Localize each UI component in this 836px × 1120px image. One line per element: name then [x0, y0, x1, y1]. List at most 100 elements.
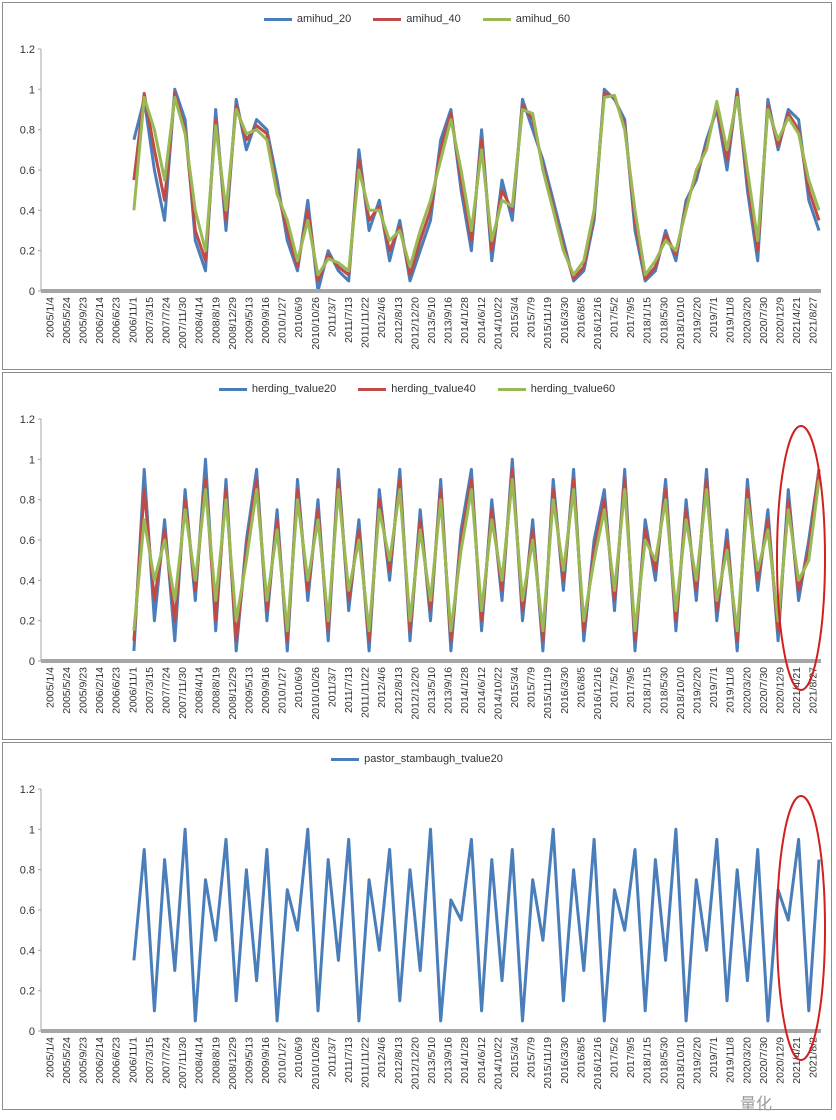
- y-tick-label: 0.8: [20, 495, 35, 507]
- x-tick-label: 2007/3/15: [144, 297, 156, 344]
- x-tick-label: 2005/5/24: [61, 297, 73, 344]
- x-tick-label: 2012/4/6: [376, 667, 388, 708]
- legend-item: herding_tvalue20: [218, 383, 336, 395]
- x-tick-label: 2015/7/9: [526, 667, 538, 708]
- legend-swatch: [497, 387, 526, 391]
- x-tick-label: 2010/1/27: [277, 667, 289, 714]
- plot-area: 0 0.2 0.4 0.6 0.8 1 1.2 2005/1/4 2005/5/24 2005/9…: [20, 784, 826, 1090]
- series-line-herding_tvalue60: [132, 478, 821, 633]
- x-tick-label: 2013/5/10: [426, 297, 438, 344]
- chart-panel-2: herding_tvalue20 herding_tvalue40 herding_…: [2, 372, 832, 740]
- x-tick-label: 2020/7/30: [758, 297, 770, 344]
- y-tick-label: 0.4: [20, 945, 35, 957]
- x-tick-label: 2011/3/7: [326, 297, 338, 337]
- x-tick-label: 2013/5/10: [426, 667, 438, 714]
- x-tick-label: 2010/10/26: [310, 667, 322, 720]
- x-tick-label: 2014/1/28: [459, 667, 471, 714]
- x-tick-label: 2009/5/13: [243, 667, 255, 714]
- x-tick-label: 2017/5/2: [609, 667, 621, 708]
- x-tick-label: 2019/7/1: [708, 297, 720, 338]
- x-tick-label: 2013/9/16: [443, 297, 455, 344]
- x-tick-label: 2006/2/14: [94, 297, 106, 344]
- x-tick-label: 2014/1/28: [459, 297, 471, 344]
- legend-item: herding_tvalue40: [358, 383, 476, 395]
- x-tick-label: 2005/1/4: [44, 667, 56, 708]
- x-tick-label: 2019/11/8: [725, 1037, 737, 1083]
- x-tick-label: 2007/7/24: [160, 297, 172, 344]
- x-tick-label: 2016/12/16: [592, 667, 604, 720]
- y-tick-label: 0.8: [20, 125, 35, 137]
- x-tick-label: 2006/2/14: [94, 1037, 106, 1084]
- legend-swatch: [482, 17, 511, 21]
- x-tick-label: 2005/9/23: [77, 667, 89, 714]
- x-tick-label: 2015/3/4: [509, 1037, 521, 1078]
- legend-label: amihud_20: [296, 13, 352, 25]
- x-tick-label: 2019/2/20: [692, 667, 704, 714]
- chart-panel-1: amihud_20 amihud_40 amihud_60 0 0.2 0.4 0.6 0.8…: [2, 2, 832, 370]
- x-tick-label: 2007/11/30: [177, 1037, 189, 1089]
- x-tick-label: 2006/11/1: [127, 667, 139, 713]
- x-tick-label: 2008/4/14: [194, 1037, 206, 1084]
- legend-label: herding_tvalue40: [391, 383, 476, 395]
- x-tick-label: 2009/9/16: [260, 1037, 272, 1084]
- y-tick-label: 1.2: [20, 784, 35, 796]
- x-tick-label: 2017/9/5: [625, 667, 637, 708]
- x-tick-label: 2008/12/29: [227, 297, 239, 350]
- x-tick-label: 2013/9/16: [443, 667, 455, 714]
- x-tick-label: 2005/5/24: [61, 1037, 73, 1084]
- x-tick-label: 2017/9/5: [625, 297, 637, 338]
- x-tick-label: 2011/3/7: [326, 667, 338, 707]
- x-tick-label: 2007/7/24: [160, 1037, 172, 1084]
- x-tick-label: 2011/11/22: [360, 667, 372, 718]
- x-tick-label: 2015/3/4: [509, 297, 521, 338]
- x-tick-label: 2021/4/21: [791, 297, 803, 344]
- legend-item: amihud_40: [373, 13, 461, 25]
- x-tick-label: 2014/10/22: [492, 667, 504, 720]
- y-tick-label: 0.8: [20, 865, 35, 877]
- x-tick-label: 2012/8/13: [393, 667, 405, 714]
- legend-label: amihud_60: [515, 13, 571, 25]
- chart-legend: herding_tvalue20 herding_tvalue40 herding_…: [3, 383, 831, 395]
- x-tick-label: 2019/7/1: [708, 1037, 720, 1078]
- x-tick-label: 2016/12/16: [592, 297, 604, 350]
- x-tick-label: 2012/12/20: [409, 1037, 421, 1090]
- x-tick-label: 2007/3/15: [144, 667, 156, 714]
- x-tick-label: 2006/11/1: [127, 1037, 139, 1083]
- x-tick-label: 2020/12/9: [775, 297, 787, 344]
- x-tick-label: 2012/8/13: [393, 297, 405, 344]
- x-tick-label: 2010/10/26: [310, 297, 322, 350]
- annotation-ellipse: [776, 795, 826, 1061]
- x-tick-label: 2019/2/20: [692, 1037, 704, 1084]
- x-tick-label: 2020/7/30: [758, 1037, 770, 1084]
- x-tick-label: 2021/4/21: [791, 1037, 803, 1084]
- x-tick-label: 2020/12/9: [775, 667, 787, 714]
- x-tick-label: 2008/8/19: [210, 1037, 222, 1084]
- y-tick-label: 0: [29, 1026, 35, 1038]
- series-line-amihud_60: [132, 93, 821, 277]
- x-tick-label: 2006/6/23: [111, 667, 123, 714]
- x-tick-label: 2006/2/14: [94, 667, 106, 714]
- x-tick-label: 2008/4/14: [194, 297, 206, 344]
- x-tick-label: 2021/8/27: [808, 297, 820, 344]
- x-tick-label: 2018/5/30: [658, 1037, 670, 1084]
- x-tick-label: 2016/3/30: [559, 297, 571, 344]
- x-tick-label: 2008/4/14: [194, 667, 206, 714]
- legend-item: amihud_20: [263, 13, 352, 25]
- x-tick-label: 2019/11/8: [725, 667, 737, 713]
- x-tick-label: 2011/11/22: [360, 1037, 372, 1088]
- y-tick-label: 0.6: [20, 535, 35, 547]
- x-tick-label: 2006/11/1: [127, 297, 139, 343]
- y-tick-label: 0.4: [20, 205, 35, 217]
- x-tick-label: 2015/11/19: [542, 297, 554, 349]
- y-tick-label: 0: [29, 656, 35, 668]
- x-tick-label: 2012/8/13: [393, 1037, 405, 1084]
- x-tick-label: 2013/5/10: [426, 1037, 438, 1084]
- x-tick-label: 2008/12/29: [227, 1037, 239, 1090]
- x-tick-label: 2014/6/12: [476, 1037, 488, 1084]
- x-tick-label: 2020/7/30: [758, 667, 770, 714]
- x-tick-label: 2010/6/9: [293, 1037, 305, 1078]
- y-tick-label: 1: [29, 84, 35, 96]
- legend-label: pastor_stambaugh_tvalue20: [364, 753, 503, 765]
- x-tick-label: 2018/1/15: [642, 297, 654, 344]
- series-line-pastor_stambaugh_tvalue20: [132, 827, 821, 1023]
